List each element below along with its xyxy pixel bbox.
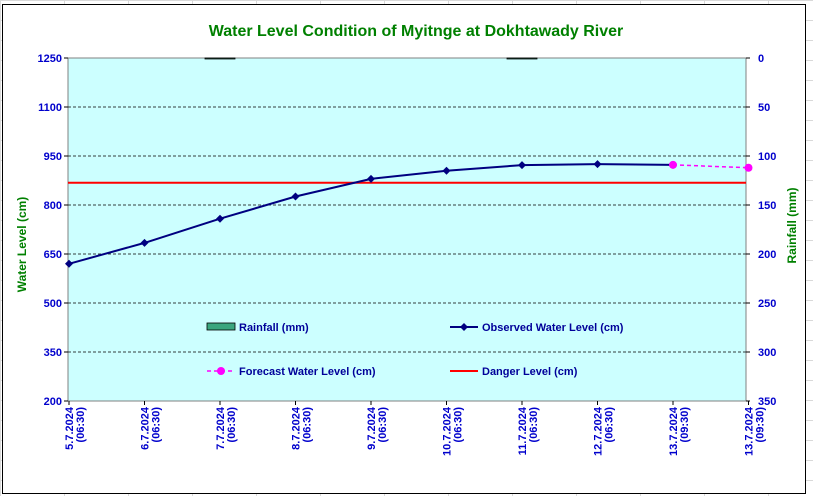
y-tick-label: 350 <box>44 347 62 359</box>
y2-tick-label: 350 <box>758 396 776 408</box>
legend-swatch-rainfall <box>206 322 236 331</box>
observed-point <box>140 238 149 247</box>
x-tick-label: 12.7.2024(06:30) <box>593 406 616 456</box>
y2-tick-label: 200 <box>758 249 776 261</box>
y-tick-label: 1250 <box>38 53 62 65</box>
y2-axis-title: Rainfall (mm) <box>785 187 799 263</box>
forecast-point <box>744 163 753 172</box>
observed-point <box>65 259 73 268</box>
y2-tick-label: 50 <box>758 102 770 114</box>
x-tick-label: 6.7.2024(06:30) <box>140 406 163 450</box>
y2-tick-label: 100 <box>758 151 776 163</box>
legend-label: Danger Level (cm) <box>482 366 578 378</box>
forecast-point <box>669 160 677 169</box>
observed-point <box>593 160 602 169</box>
rainfall-bar <box>204 57 236 60</box>
x-tick-label: 8.7.2024(06:30) <box>291 406 314 450</box>
y2-tick-label: 0 <box>758 53 764 65</box>
x-tick-label: 7.7.2024(06:30) <box>215 406 238 450</box>
y-tick-label: 950 <box>44 151 62 163</box>
x-tick-label: 9.7.2024(06:30) <box>366 406 389 450</box>
y-tick-label: 500 <box>44 298 62 310</box>
x-tick-label: 5.7.2024(06:30) <box>64 406 87 450</box>
observed-point <box>291 192 300 201</box>
chart-title: Water Level Condition of Myitnge at Dokh… <box>209 23 624 40</box>
y-axis-title: Water Level (cm) <box>15 197 29 293</box>
y2-tick-label: 150 <box>758 200 776 212</box>
y2-tick-label: 250 <box>758 298 776 310</box>
legend-label: Forecast Water Level (cm) <box>239 366 376 378</box>
x-tick-label: 13.7.2024(09:30) <box>744 406 767 456</box>
observed-point <box>442 166 451 175</box>
rainfall-bar <box>506 57 538 60</box>
legend-marker-observed <box>460 323 468 331</box>
plot-background <box>67 57 747 402</box>
legend-label: Rainfall (mm) <box>239 322 309 334</box>
forecast-water-level-line <box>672 164 749 169</box>
observed-point <box>216 214 224 223</box>
legend-label: Observed Water Level (cm) <box>482 322 624 334</box>
y-tick-label: 800 <box>44 200 62 212</box>
y-tick-label: 650 <box>44 249 62 261</box>
observed-point <box>518 161 526 170</box>
x-tick-label: 10.7.2024(06:30) <box>442 406 465 456</box>
x-tick-label: 11.7.2024(06:30) <box>517 406 540 455</box>
x-tick-label: 13.7.2024(09:30) <box>668 406 691 456</box>
plot-area: 1250 1100 950 800 650 500 350 200 0 50 100 150 200 25… <box>15 53 799 456</box>
observed-point <box>367 174 375 183</box>
y-tick-label: 1100 <box>38 102 62 114</box>
y2-tick-label: 300 <box>758 347 776 359</box>
y-tick-label: 200 <box>44 396 62 408</box>
legend-marker-forecast <box>217 367 225 375</box>
